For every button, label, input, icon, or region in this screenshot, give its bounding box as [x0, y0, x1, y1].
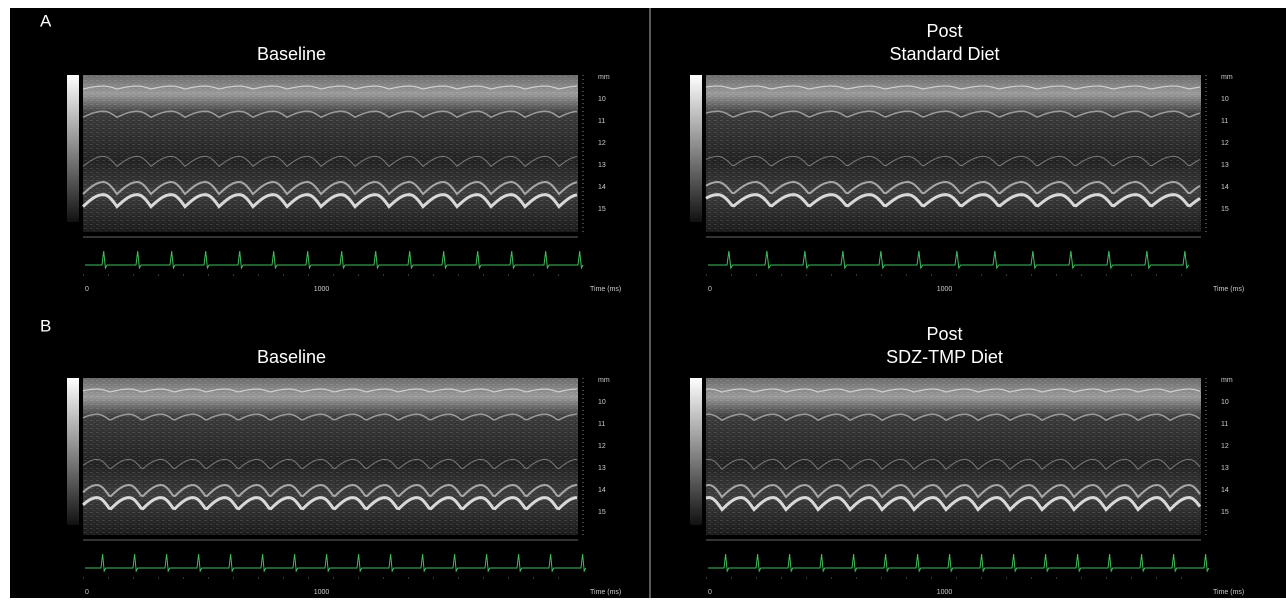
- x-axis-label: 0: [708, 589, 712, 596]
- gray-scale-bar: [67, 75, 79, 222]
- echo-line: [82, 388, 578, 393]
- echo-line: [705, 85, 1201, 90]
- panel-label: B: [40, 316, 51, 335]
- x-axis-label: Time (ms): [1213, 589, 1244, 596]
- echo-line: [705, 496, 1202, 512]
- depth-label: 14: [1221, 487, 1229, 494]
- depth-label: 13: [1221, 162, 1229, 169]
- depth-label: mm: [1221, 74, 1233, 81]
- depth-label: 14: [598, 487, 606, 494]
- speckle: [83, 75, 578, 232]
- echo-line: [705, 110, 1201, 118]
- depth-label: 12: [598, 140, 606, 147]
- echo-line: [705, 413, 1201, 422]
- panel-title: Standard Diet: [889, 44, 999, 64]
- x-axis-label: Time (ms): [590, 589, 621, 596]
- echo-line: [705, 484, 1201, 499]
- depth-label: 13: [598, 162, 606, 169]
- echo-line: [82, 110, 578, 119]
- depth-label: 15: [1221, 509, 1229, 516]
- panel-label: A: [40, 11, 52, 30]
- depth-label: 13: [1221, 465, 1229, 472]
- gray-scale-bar: [67, 378, 79, 525]
- x-axis-label: 1000: [314, 589, 330, 596]
- depth-label: 15: [598, 206, 606, 213]
- ecg-trace: [85, 250, 584, 270]
- depth-label: 11: [598, 421, 605, 428]
- panel-title: Post: [926, 21, 962, 41]
- depth-label: 10: [598, 399, 606, 406]
- depth-label: 11: [1221, 118, 1228, 125]
- echo-line: [82, 181, 578, 196]
- depth-label: 12: [1221, 443, 1229, 450]
- echo-line: [81, 193, 578, 209]
- gray-scale-bar: [690, 378, 702, 525]
- echo-line: [82, 85, 578, 90]
- gray-scale-bar: [690, 75, 702, 222]
- ecg-trace: [708, 250, 1190, 270]
- x-axis-label: Time (ms): [1213, 286, 1244, 293]
- depth-label: mm: [598, 377, 610, 384]
- x-axis-label: Time (ms): [590, 286, 621, 293]
- depth-label: 13: [598, 465, 606, 472]
- speckle: [706, 75, 1201, 232]
- panel-title: Baseline: [257, 347, 326, 367]
- depth-label: mm: [598, 74, 610, 81]
- m-mode-image: [690, 378, 1202, 535]
- depth-label: 10: [1221, 399, 1229, 406]
- depth-label: 11: [1221, 421, 1228, 428]
- echo-line: [705, 458, 1201, 471]
- speckle: [706, 378, 1201, 535]
- panel-title: Baseline: [257, 44, 326, 64]
- ecg-trace: [85, 553, 587, 573]
- echo-line: [705, 193, 1201, 208]
- depth-label: 10: [1221, 96, 1229, 103]
- depth-label: 11: [598, 118, 605, 125]
- panel-title: Post: [926, 324, 962, 344]
- echo-line: [82, 496, 578, 511]
- m-mode-image: [690, 75, 1201, 232]
- x-axis-label: 0: [708, 286, 712, 293]
- panel-title: SDZ-TMP Diet: [886, 347, 1003, 367]
- m-mode-image: [67, 378, 578, 535]
- depth-label: 10: [598, 96, 606, 103]
- depth-label: 15: [598, 509, 606, 516]
- m-mode-image: [67, 75, 578, 232]
- speckle: [83, 378, 578, 535]
- depth-label: 15: [1221, 206, 1229, 213]
- echo-line: [705, 155, 1201, 167]
- x-axis-label: 1000: [937, 286, 953, 293]
- depth-label: 14: [1221, 184, 1229, 191]
- depth-label: mm: [1221, 377, 1233, 384]
- depth-label: 14: [598, 184, 606, 191]
- ecg-trace: [708, 553, 1210, 573]
- x-axis-label: 1000: [937, 589, 953, 596]
- echo-line: [82, 458, 578, 470]
- echo-line: [82, 413, 578, 421]
- echo-line: [705, 388, 1201, 393]
- depth-label: 12: [598, 443, 606, 450]
- x-axis-label: 0: [85, 286, 89, 293]
- x-axis-label: 0: [85, 589, 89, 596]
- echo-line: [705, 181, 1201, 195]
- x-axis-label: 1000: [314, 286, 330, 293]
- echo-line: [82, 155, 578, 168]
- depth-label: 12: [1221, 140, 1229, 147]
- echo-line: [82, 484, 578, 498]
